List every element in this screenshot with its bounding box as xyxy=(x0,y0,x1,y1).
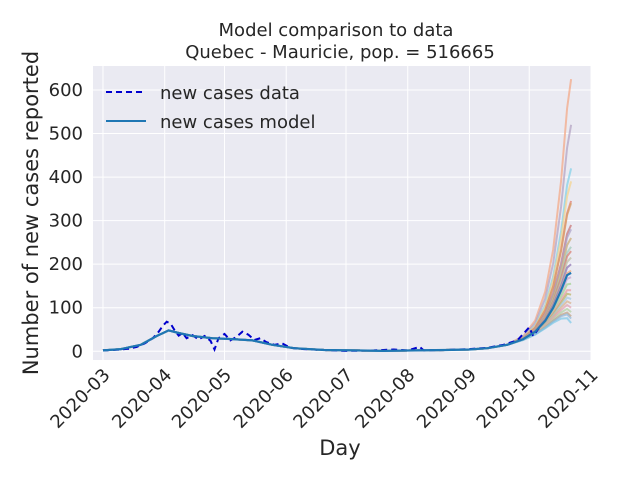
x-tick-label: 2020-08 xyxy=(351,365,419,433)
series-lines xyxy=(102,271,572,353)
series-line-model xyxy=(102,271,572,353)
x-tick-label: 2020-07 xyxy=(289,365,357,433)
x-tick-label: 2020-09 xyxy=(413,365,481,433)
y-tick-label: 200 xyxy=(49,254,83,275)
legend: new cases data new cases model xyxy=(106,83,315,133)
x-tick-label: 2020-10 xyxy=(473,365,541,433)
y-tick-label: 100 xyxy=(49,298,83,319)
chart-subtitle: Quebec - Mauricie, pop. = 516665 xyxy=(185,42,495,63)
y-tick-label: 0 xyxy=(72,341,83,362)
x-tick-label: 2020-04 xyxy=(108,365,176,433)
x-axis-label: Day xyxy=(319,436,360,460)
y-tick-label: 500 xyxy=(49,124,83,145)
x-tick-label: 2020-05 xyxy=(168,365,236,433)
x-tick-label: 2020-03 xyxy=(46,365,114,433)
y-axis-label: Number of new cases reported xyxy=(19,51,43,375)
legend-label-data: new cases data xyxy=(160,83,300,104)
x-tick-label: 2020-06 xyxy=(230,365,298,433)
y-tick-label: 400 xyxy=(49,167,83,188)
chart-title: Model comparison to data xyxy=(219,20,454,41)
legend-label-model: new cases model xyxy=(160,112,315,133)
x-tick-labels: 2020-032020-042020-052020-062020-072020-… xyxy=(46,365,602,433)
plot-area xyxy=(93,66,591,360)
x-tick-label: 2020-11 xyxy=(534,365,602,433)
grid xyxy=(93,66,592,360)
y-tick-labels: 0 100 200 300 400 500 600 xyxy=(49,80,83,362)
y-tick-label: 600 xyxy=(49,80,83,101)
y-tick-label: 300 xyxy=(49,211,83,232)
